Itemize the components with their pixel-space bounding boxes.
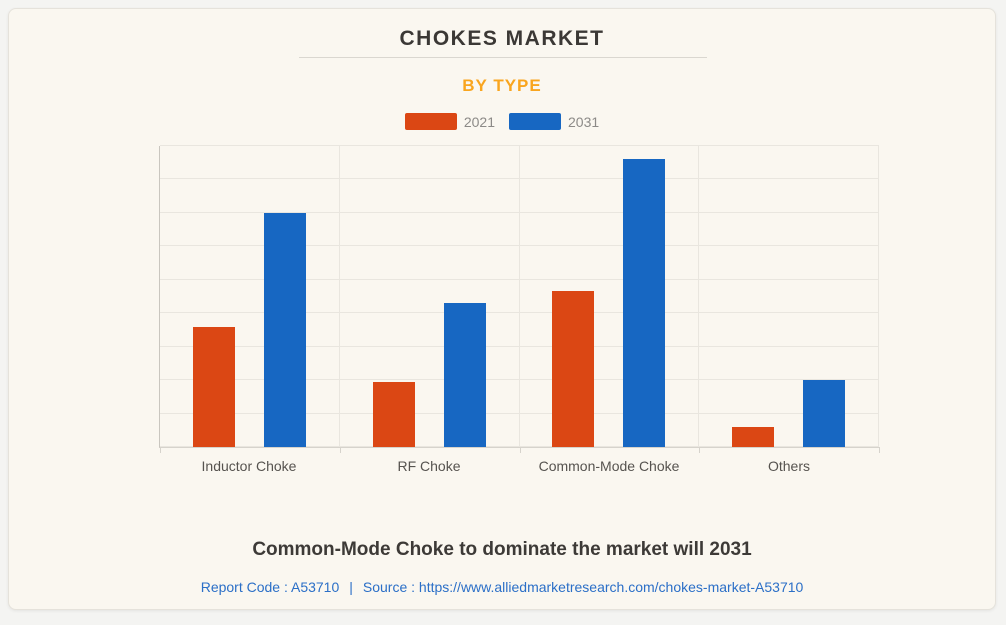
title-divider xyxy=(299,57,707,58)
gridline xyxy=(160,379,879,381)
gridline xyxy=(160,145,879,146)
axis-tick xyxy=(339,447,341,453)
x-axis-label-rf-choke: RF Choke xyxy=(397,458,461,474)
gridline xyxy=(160,245,879,247)
bar-2031-common-mode-choke xyxy=(623,159,666,447)
axis-tick xyxy=(519,447,521,453)
legend-item-2031: 2031 xyxy=(509,113,599,130)
legend-swatch-2031 xyxy=(509,113,561,130)
chart-caption: Common-Mode Choke to dominate the market… xyxy=(252,539,752,560)
axis-tick xyxy=(160,447,161,453)
chart-title: CHOKES MARKET xyxy=(399,27,605,50)
gridline xyxy=(160,211,879,213)
gridline xyxy=(160,178,879,180)
legend-label-2021: 2021 xyxy=(463,113,495,130)
bar-group-rf-choke xyxy=(340,146,520,447)
axis-tick xyxy=(879,447,880,453)
gridline xyxy=(160,278,879,280)
chart-subtitle: BY TYPE xyxy=(462,76,542,95)
x-axis-label-inductor-choke: Inductor Choke xyxy=(201,458,297,474)
plot-area xyxy=(159,145,880,453)
chart-card: CHOKES MARKET BY TYPE 2021 2031 Inductor … xyxy=(8,8,996,610)
report-code-text: Report Code : A53710 xyxy=(200,579,340,595)
axis-tick xyxy=(699,447,701,453)
legend-label-2031: 2031 xyxy=(568,113,600,130)
legend-swatch-2021 xyxy=(404,113,457,130)
bar-group-common-mode-choke xyxy=(520,146,700,447)
x-axis-label-others: Others xyxy=(767,458,810,474)
x-axis-labels: Inductor Choke RF Choke Common-Mode Choke O… xyxy=(159,458,879,474)
bar-2031-others xyxy=(803,380,846,447)
chart-legend: 2021 2031 xyxy=(9,113,995,130)
bar-2021-others xyxy=(732,426,775,447)
source-link[interactable]: Source : https://www.alliedmarketresearc… xyxy=(362,579,804,595)
separator-text: | xyxy=(349,579,353,595)
x-axis-label-common-mode-choke: Common-Mode Choke xyxy=(538,458,680,474)
bar-2021-common-mode-choke xyxy=(552,291,595,447)
gridline xyxy=(160,412,879,414)
gridline xyxy=(160,446,879,447)
bar-2021-rf-choke xyxy=(372,381,415,447)
bar-2021-inductor-choke xyxy=(192,326,235,447)
gridline xyxy=(160,312,879,314)
bar-2031-inductor-choke xyxy=(263,212,306,447)
bar-2031-rf-choke xyxy=(443,303,486,447)
bar-group-others xyxy=(699,146,879,447)
gridline xyxy=(160,345,879,347)
source-line: Report Code : A53710 | Source : https://… xyxy=(9,579,995,595)
bar-group-inductor-choke xyxy=(160,146,340,447)
legend-item-2021: 2021 xyxy=(404,113,495,130)
